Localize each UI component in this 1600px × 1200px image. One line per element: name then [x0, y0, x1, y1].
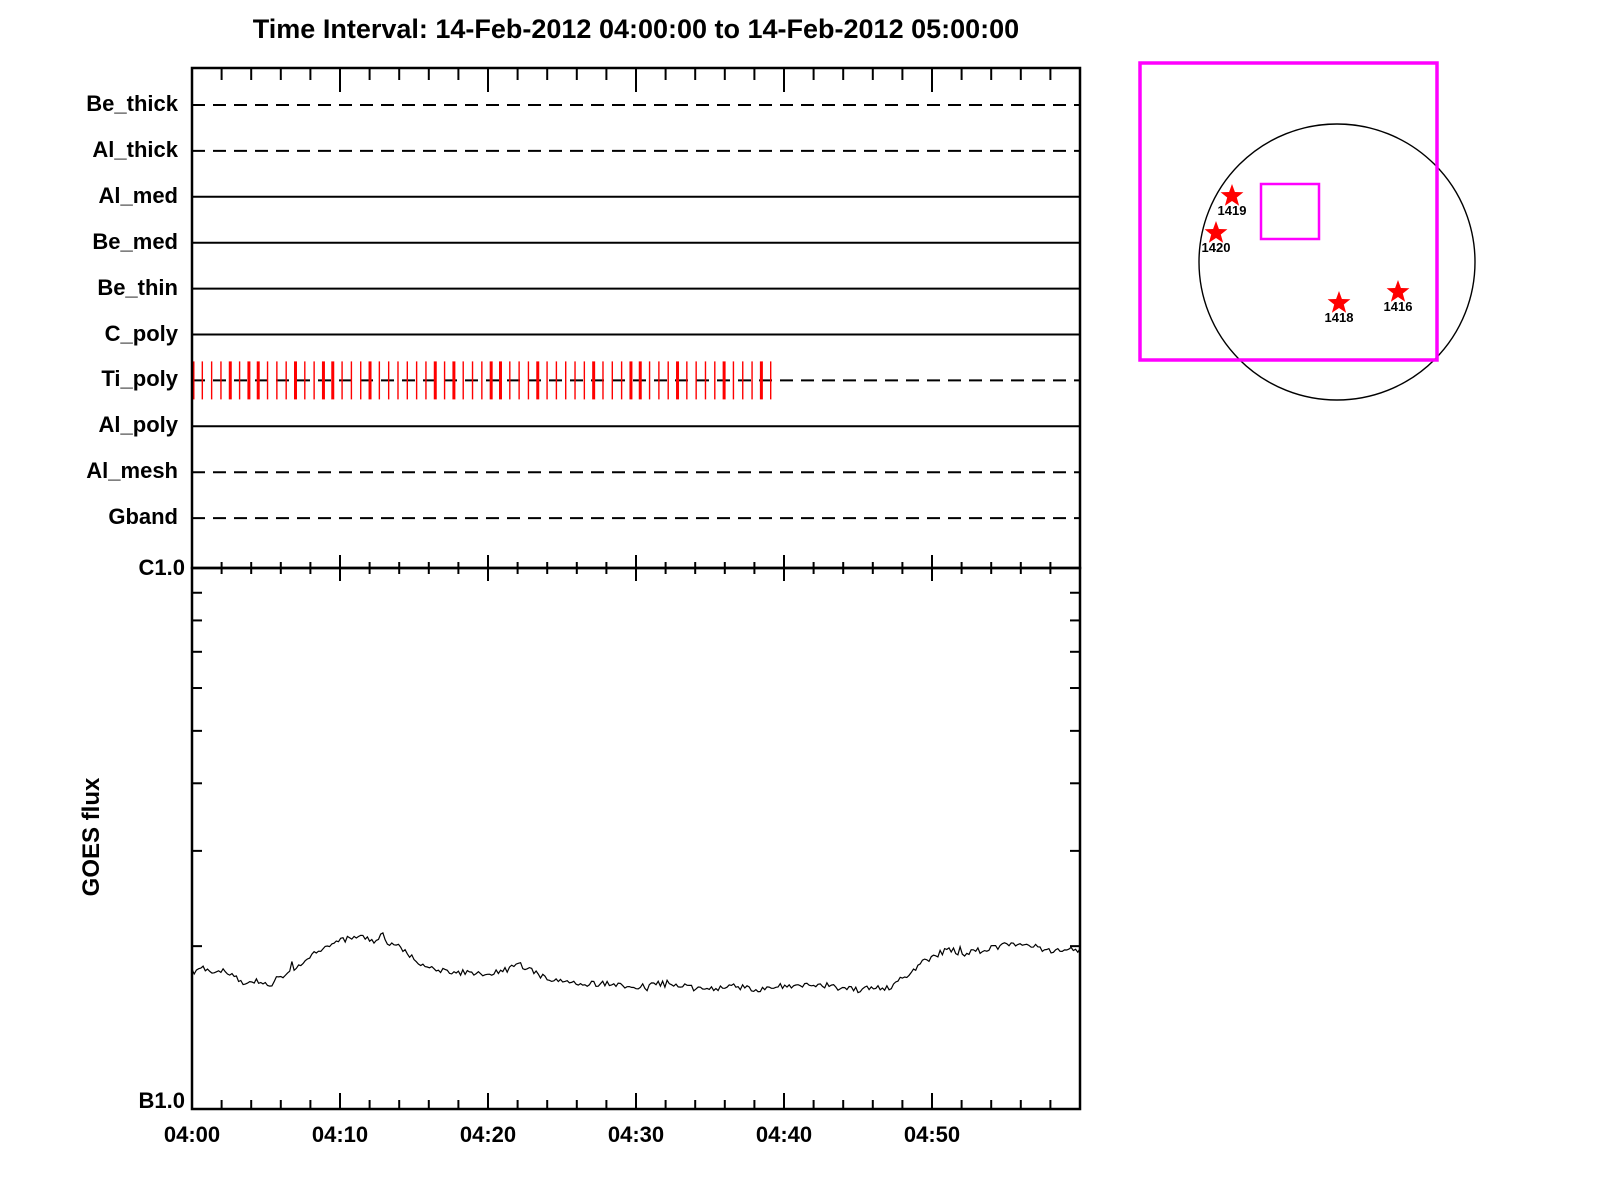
timeline-panel-border	[190, 66, 1082, 570]
xrt-fov-box	[1138, 61, 1439, 362]
active-region-star-1419	[1220, 184, 1244, 206]
active-region-star-1420	[1204, 221, 1228, 243]
goes-flux-curve	[191, 932, 1081, 994]
goes-panel-border	[190, 566, 1082, 1111]
active-region-star-1418	[1327, 291, 1351, 313]
solar-limb-circle	[1198, 123, 1476, 401]
active-region-star-1416	[1386, 280, 1410, 302]
xrt-target-box	[1259, 182, 1321, 241]
